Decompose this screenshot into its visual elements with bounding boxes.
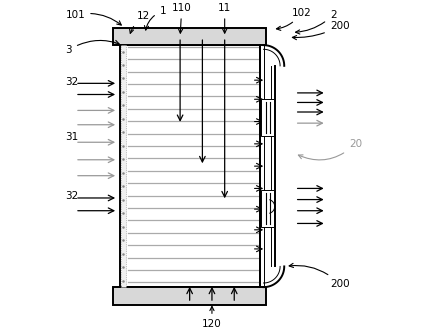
Text: 2: 2 (295, 10, 336, 34)
Text: 3: 3 (66, 40, 119, 55)
Text: 11: 11 (218, 3, 231, 33)
Text: 12: 12 (129, 12, 150, 33)
Bar (261, 99, 274, 136)
Bar (113, 27, 266, 45)
Text: 102: 102 (276, 8, 311, 30)
Text: 32: 32 (66, 77, 79, 87)
Text: 1: 1 (144, 6, 166, 30)
Bar (120, 45, 260, 287)
Text: 20: 20 (299, 139, 362, 160)
Bar (261, 190, 274, 227)
Text: 120: 120 (202, 307, 222, 329)
Text: 31: 31 (66, 132, 79, 142)
Text: 110: 110 (172, 3, 191, 33)
Text: 200: 200 (292, 21, 350, 40)
Text: 101: 101 (66, 10, 121, 25)
Bar (113, 287, 266, 305)
Text: 32: 32 (66, 191, 79, 201)
Text: 200: 200 (289, 263, 350, 289)
Bar (120, 45, 126, 287)
